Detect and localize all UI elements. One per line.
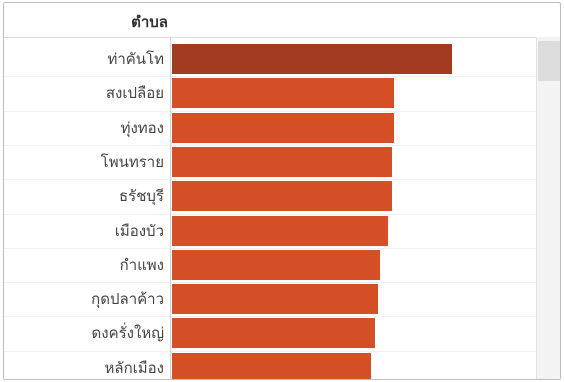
bar[interactable]: [172, 284, 378, 315]
category-label: ดงครั่งใหญ่: [91, 324, 164, 343]
category-label: ท่าคันโท: [107, 50, 164, 68]
row-separator: [4, 76, 536, 78]
bar[interactable]: [172, 78, 394, 109]
bar[interactable]: [172, 215, 388, 246]
bar[interactable]: [172, 44, 452, 74]
category-label: เมืองบัว: [114, 221, 164, 240]
row-separator: [4, 282, 536, 284]
scrollbar-thumb[interactable]: [538, 41, 560, 81]
column-header: ตำบล: [4, 3, 560, 38]
category-label: กำแพง: [119, 255, 164, 274]
column-header-label: ตำบล: [131, 13, 168, 31]
category-label: ธรัชบุรี: [119, 187, 164, 206]
row-separator: [4, 316, 536, 318]
bar[interactable]: [172, 181, 392, 212]
row-separator: [4, 110, 536, 112]
category-label: หลักเมือง: [104, 358, 164, 377]
axis-divider: [170, 37, 171, 379]
row-separator: [4, 247, 536, 249]
chart-frame: ตำบล ท่าคันโทสงเปลือยทุ่งทองโพนทรายธรัชบ…: [3, 2, 561, 380]
bar[interactable]: [172, 352, 371, 379]
row-separator: [4, 144, 536, 146]
category-label: ทุ่งทอง: [120, 118, 164, 137]
vertical-scrollbar[interactable]: [536, 37, 560, 379]
category-label: กุดปลาค้าว: [91, 290, 164, 309]
bar[interactable]: [172, 146, 392, 177]
category-label: สงเปลือย: [105, 84, 164, 103]
row-separator: [4, 179, 536, 181]
row-separator: [4, 350, 536, 352]
category-label: โพนทราย: [100, 152, 164, 171]
row-separator: [4, 213, 536, 215]
bar[interactable]: [172, 318, 375, 349]
bar[interactable]: [172, 112, 394, 143]
bar[interactable]: [172, 249, 380, 280]
